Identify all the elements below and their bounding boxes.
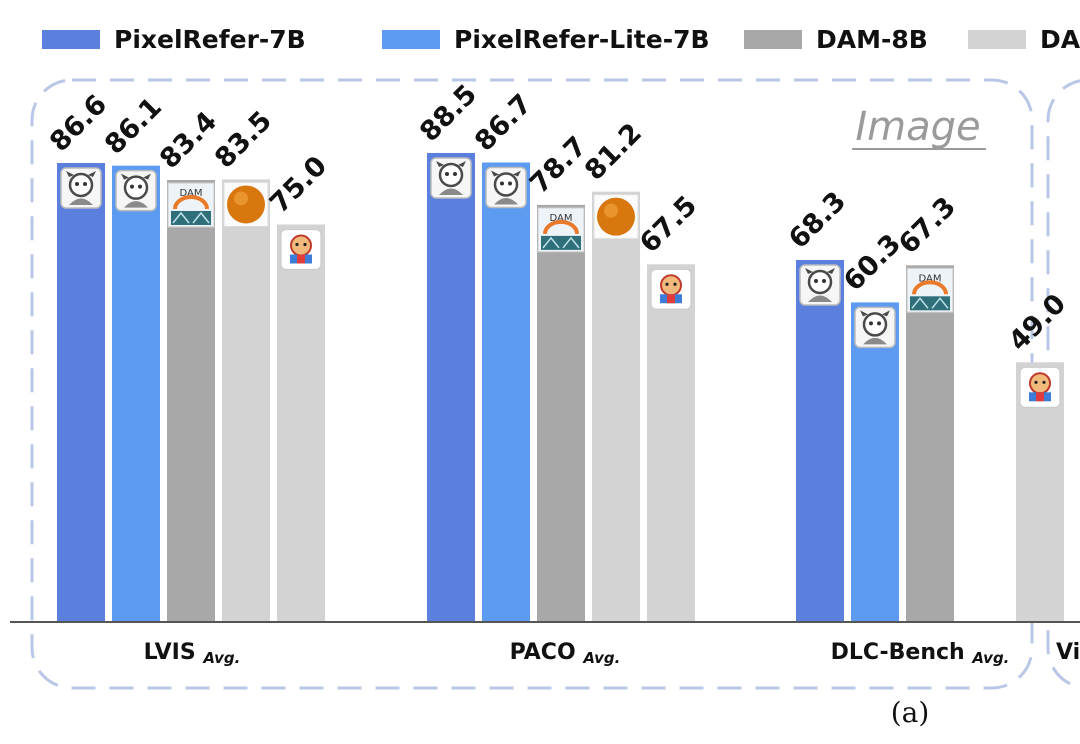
bar [277, 224, 325, 622]
svg-text:DAM: DAM [919, 273, 942, 284]
image-panel-frame [30, 78, 1034, 690]
pixelrefer-mascot-icon [115, 169, 157, 212]
bar [647, 264, 695, 622]
value-label: 75.0 [264, 150, 333, 219]
legend-entry: DA [1040, 25, 1080, 54]
value-label: 67.3 [893, 191, 962, 260]
bar [592, 191, 640, 622]
bar [851, 302, 899, 622]
bar [482, 162, 530, 623]
clipped-category-label: Vi [1056, 640, 1080, 665]
colorful-mascot-icon [1019, 366, 1061, 408]
category-label: DLC-Bench Avg. [831, 640, 1010, 667]
orange-sphere-icon [593, 194, 639, 240]
bar [427, 152, 475, 622]
category-label: LVIS Avg. [144, 640, 241, 667]
bar [167, 179, 215, 623]
colorful-mascot-icon [650, 268, 692, 310]
svg-text:DAM: DAM [550, 213, 573, 224]
value-label: 86.6 [44, 89, 113, 158]
pixelrefer-mascot-icon [60, 167, 102, 209]
bar [57, 163, 105, 622]
bar [796, 260, 844, 622]
legend-entry: PixelRefer-7B [114, 25, 306, 54]
legend-swatch [42, 30, 100, 49]
orange-sphere-icon [223, 181, 269, 227]
value-label: 49.0 [1003, 288, 1072, 357]
legend-swatch [968, 30, 1026, 49]
colorful-mascot-icon [280, 228, 322, 271]
bar-icons: DAM DAM DAM [60, 157, 1061, 408]
pixelrefer-mascot-icon [485, 166, 527, 209]
value-label: 68.3 [783, 186, 852, 255]
bars [57, 152, 1064, 623]
value-label: 83.5 [209, 105, 278, 174]
dam-logo-icon: DAM [906, 267, 954, 313]
pixelrefer-mascot-icon [854, 306, 896, 349]
bar [906, 265, 954, 622]
bar [537, 204, 585, 622]
value-label: 67.5 [634, 190, 703, 259]
legend-swatch [382, 30, 440, 49]
panel-title: Image [855, 104, 980, 150]
svg-text:DAM: DAM [180, 188, 203, 199]
bar [112, 165, 160, 623]
legend: PixelRefer-7B PixelRefer-Lite-7B DAM-8B DA [42, 25, 1080, 54]
category-labels: LVIS Avg. PACO Avg. DLC-Bench Avg. Vi [144, 640, 1080, 667]
dam-logo-icon: DAM [537, 207, 585, 253]
figure-caption: (a) [891, 696, 930, 729]
category-label: PACO Avg. [510, 640, 621, 667]
pixelrefer-mascot-icon [799, 264, 841, 306]
legend-entry: DAM-8B [816, 25, 928, 54]
legend-entry: PixelRefer-Lite-7B [454, 25, 710, 54]
pixelrefer-mascot-icon [430, 157, 472, 199]
bar [222, 179, 270, 622]
dam-logo-icon: DAM [167, 182, 215, 228]
legend-swatch [744, 30, 802, 49]
